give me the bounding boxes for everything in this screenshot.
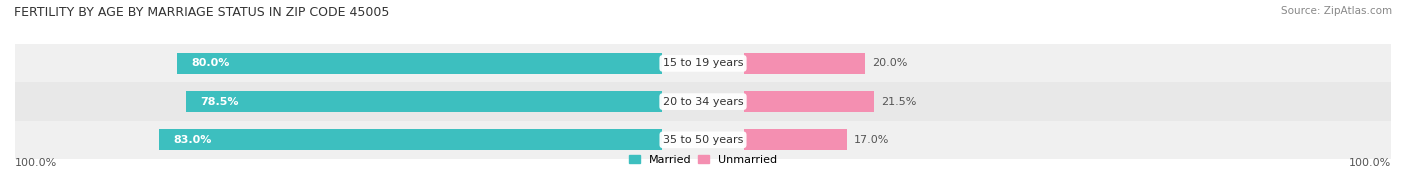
Text: FERTILITY BY AGE BY MARRIAGE STATUS IN ZIP CODE 45005: FERTILITY BY AGE BY MARRIAGE STATUS IN Z… — [14, 6, 389, 19]
Bar — [187, 91, 662, 112]
Text: Source: ZipAtlas.com: Source: ZipAtlas.com — [1281, 6, 1392, 16]
Bar — [744, 53, 865, 74]
Bar — [744, 129, 848, 150]
Text: 20 to 34 years: 20 to 34 years — [662, 97, 744, 107]
Legend: Married, Unmarried: Married, Unmarried — [624, 150, 782, 169]
Text: 21.5%: 21.5% — [882, 97, 917, 107]
Text: 80.0%: 80.0% — [191, 58, 229, 68]
Bar — [15, 121, 1391, 159]
Text: 20.0%: 20.0% — [872, 58, 908, 68]
Text: 83.0%: 83.0% — [173, 135, 211, 145]
Text: 100.0%: 100.0% — [1348, 158, 1391, 168]
Text: 78.5%: 78.5% — [200, 97, 239, 107]
Bar — [177, 53, 662, 74]
Bar — [744, 91, 875, 112]
Text: 35 to 50 years: 35 to 50 years — [662, 135, 744, 145]
Bar — [159, 129, 662, 150]
Text: 15 to 19 years: 15 to 19 years — [662, 58, 744, 68]
Text: 17.0%: 17.0% — [853, 135, 890, 145]
Text: 100.0%: 100.0% — [15, 158, 58, 168]
Bar — [15, 44, 1391, 83]
Bar — [15, 83, 1391, 121]
